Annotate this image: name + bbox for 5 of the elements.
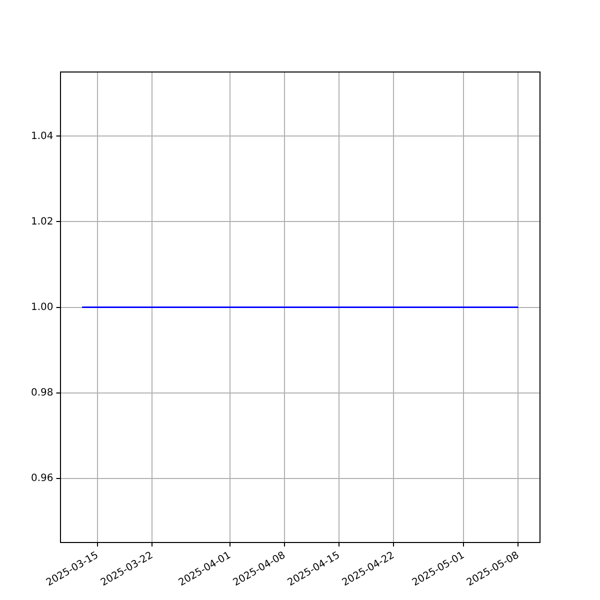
y-tick-label: 0.96 — [31, 472, 54, 484]
y-tick-label: 1.02 — [31, 216, 54, 228]
y-tick-label: 1.00 — [31, 302, 54, 313]
y-tick-label: 0.98 — [31, 387, 54, 398]
y-tick-label: 1.04 — [31, 130, 54, 142]
